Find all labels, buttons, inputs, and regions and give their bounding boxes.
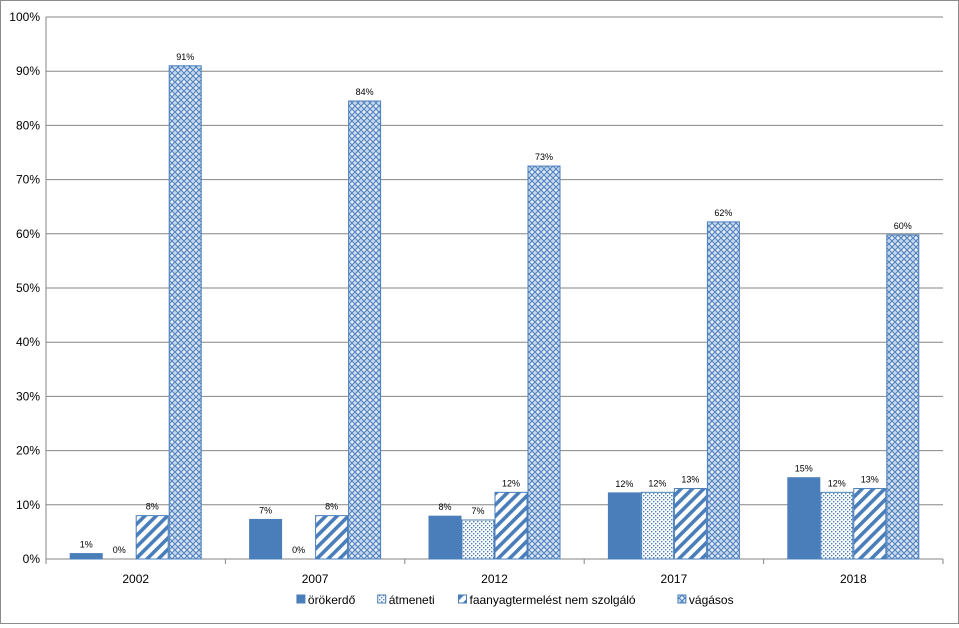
data-label: 73% — [535, 152, 553, 162]
legend: örökerdő átmeneti faanyagtermelést nem szo… — [296, 593, 734, 607]
bars — [69, 65, 920, 560]
bar — [640, 491, 674, 560]
data-label: 0% — [292, 545, 305, 555]
bar — [494, 491, 528, 560]
y-tick-label: 20% — [16, 444, 40, 458]
bar — [607, 492, 641, 560]
bar — [348, 100, 382, 560]
bar — [428, 515, 462, 560]
bar — [886, 234, 920, 560]
legend-label: örökerdő — [308, 593, 356, 607]
y-tick-label: 80% — [16, 118, 40, 132]
data-label: 12% — [615, 479, 633, 489]
data-label: 7% — [259, 505, 272, 515]
y-tick-label: 40% — [16, 335, 40, 349]
data-label: 12% — [648, 478, 666, 488]
bar — [461, 519, 495, 560]
data-label: 15% — [795, 464, 813, 474]
y-tick-label: 0% — [23, 552, 41, 566]
data-label: 12% — [828, 478, 846, 488]
legend-item: örökerdő — [296, 593, 356, 607]
y-tick-label: 30% — [16, 389, 40, 403]
y-tick-label: 90% — [16, 64, 40, 78]
data-label: 13% — [681, 475, 699, 485]
x-tick-label: 2002 — [122, 572, 149, 586]
data-label: 12% — [502, 478, 520, 488]
legend-label: faanyagtermelést nem szolgáló — [470, 593, 636, 607]
bar — [168, 65, 202, 560]
bar — [527, 165, 561, 560]
legend-swatch — [377, 594, 387, 604]
bar — [820, 491, 854, 560]
bar — [673, 488, 707, 560]
data-label: 60% — [894, 221, 912, 231]
x-tick-label: 2017 — [661, 572, 688, 586]
data-label: 91% — [176, 52, 194, 62]
bar — [706, 221, 740, 560]
data-label: 62% — [714, 208, 732, 218]
bar — [315, 515, 349, 560]
x-tick-label: 2007 — [302, 572, 329, 586]
data-label: 8% — [325, 502, 338, 512]
bar — [249, 518, 283, 560]
legend-swatch — [458, 594, 467, 604]
data-label: 84% — [356, 87, 374, 97]
legend-label: átmeneti — [389, 593, 435, 607]
x-tick-label: 2018 — [840, 572, 867, 586]
data-label: 13% — [861, 475, 879, 485]
legend-item: átmeneti — [377, 593, 435, 607]
bar — [135, 515, 169, 560]
y-tick-label: 60% — [16, 227, 40, 241]
legend-label: vágásos — [689, 593, 734, 607]
y-tick-label: 50% — [16, 281, 40, 295]
y-tick-label: 10% — [16, 498, 40, 512]
data-label: 8% — [438, 502, 451, 512]
legend-item: faanyagtermelést nem szolgáló — [458, 593, 636, 607]
legend-item: vágásos — [677, 593, 734, 607]
data-label: 7% — [471, 506, 484, 516]
y-tick-label: 100% — [9, 10, 40, 24]
bar — [787, 477, 821, 560]
data-label: 8% — [146, 502, 159, 512]
data-label: 0% — [113, 545, 126, 555]
legend-swatch — [296, 594, 306, 604]
bar — [853, 488, 887, 560]
bar — [69, 553, 103, 560]
legend-swatch — [677, 594, 687, 604]
y-tick-label: 70% — [16, 173, 40, 187]
data-labels: 1% 0% 8% 91% 7% 0% 8% 84% 8% 7% 12% 73% 12% 12% 13% 62%… — [80, 52, 912, 555]
x-tick-label: 2012 — [481, 572, 508, 586]
data-label: 1% — [80, 540, 93, 550]
